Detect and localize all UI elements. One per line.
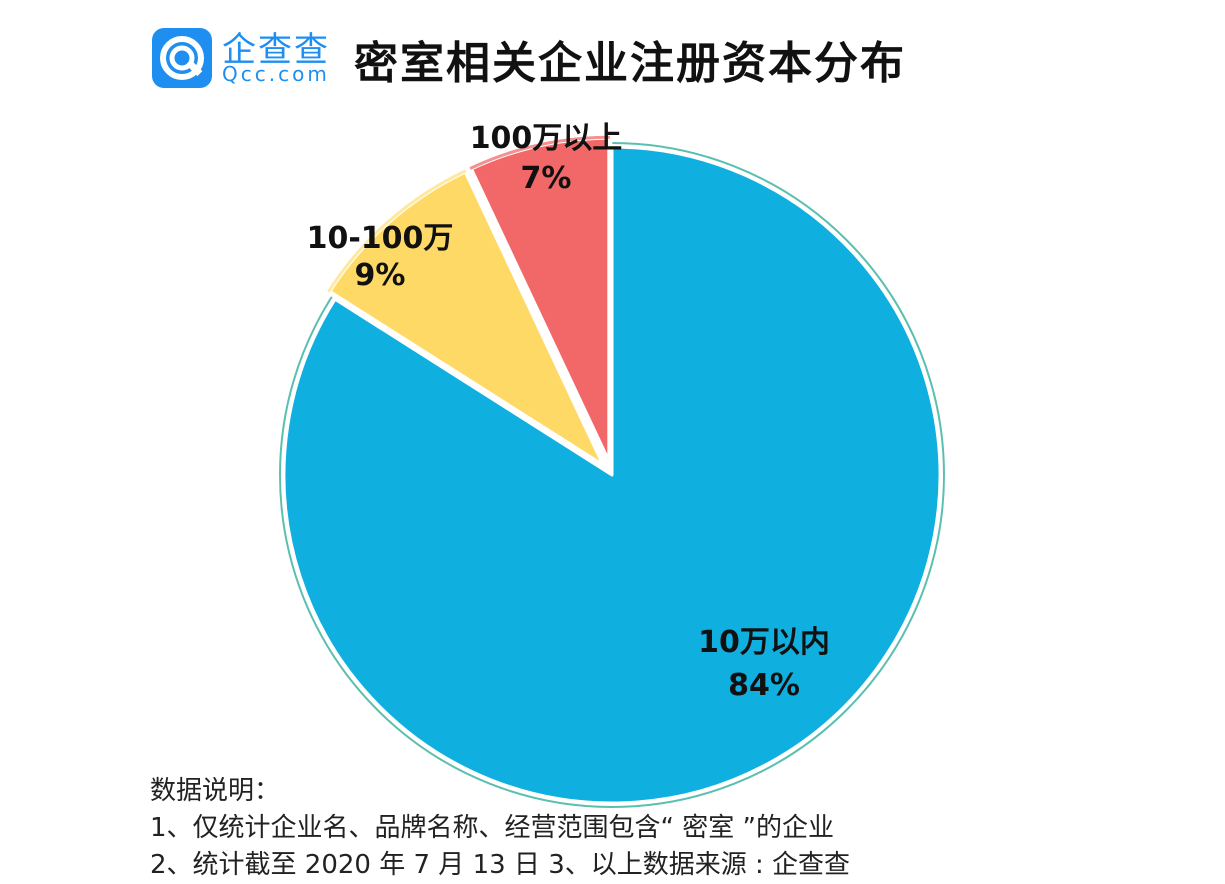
pie-slice-edge-2 [327,169,467,293]
notes-heading: 数据说明： [150,776,281,806]
pie-slice-edge-3 [469,135,610,170]
brand-name-en: Qcc.com [222,62,330,86]
slice-value-label-2: 9% [355,258,406,293]
pie-slice-1 [282,145,942,805]
notes-line-2: 2、统计截至 2020 年 7 月 13 日 3、以上数据来源 : 企查查 [150,850,851,880]
slice-label-2: 10-100万 [307,221,454,256]
slice-value-label-3: 7% [521,161,572,196]
slice-value-label-1: 84% [728,668,800,703]
slice-label-3: 100万以上 [470,121,623,156]
brand-name-cn: 企查查 [222,30,330,70]
logo-icon [160,36,204,80]
slice-label-1: 10万以内 [698,625,830,660]
data-notes: 数据说明： 1、仅统计企业名、品牌名称、经营范围包含“ 密室 ”的企业 2、统计… [150,773,850,884]
brand-logo [152,28,212,88]
chart-title: 密室相关企业注册资本分布 [354,38,906,89]
notes-line-1: 1、仅统计企业名、品牌名称、经营范围包含“ 密室 ”的企业 [150,813,835,843]
